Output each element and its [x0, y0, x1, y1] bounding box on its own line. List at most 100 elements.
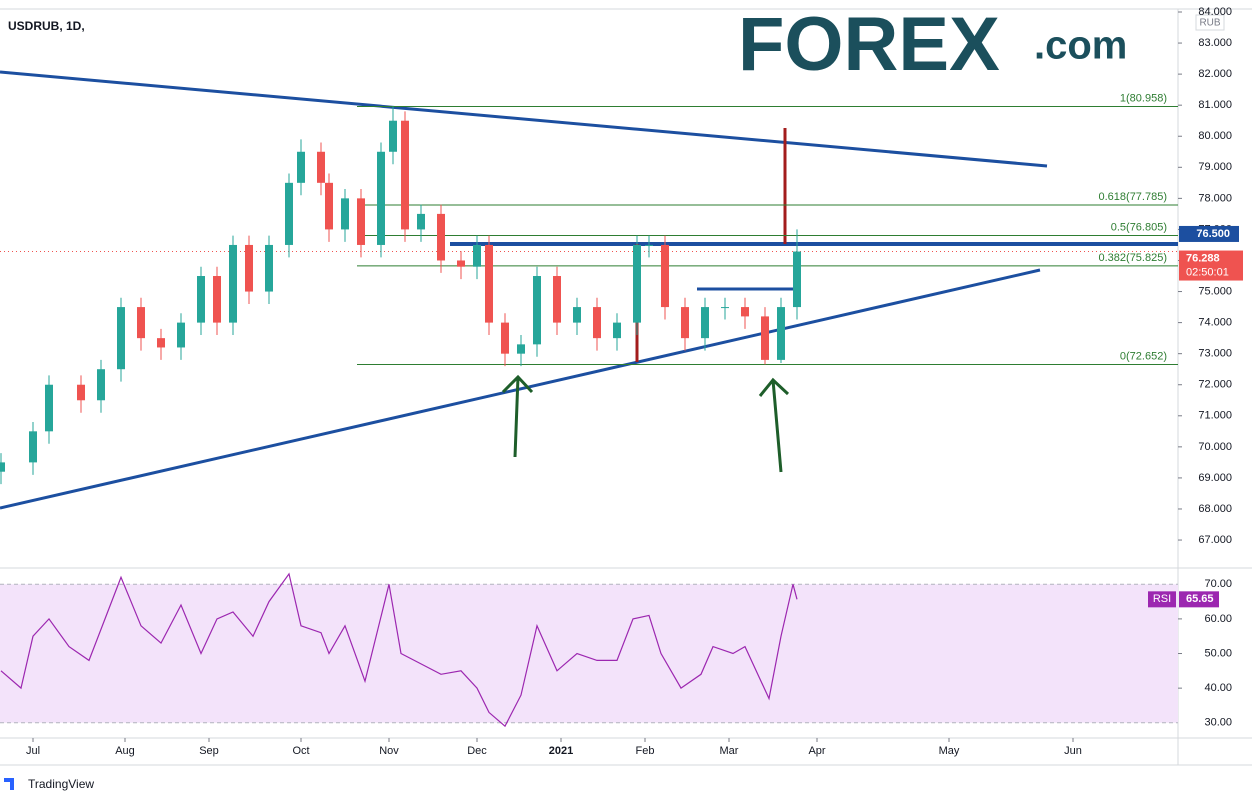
- candle-body: [721, 307, 729, 309]
- candle-body: [777, 307, 785, 360]
- x-tick-label: Feb: [636, 745, 655, 757]
- logo-brand: FOREX: [738, 2, 1000, 87]
- candle-body: [341, 198, 349, 230]
- candle-body: [213, 276, 221, 323]
- rsi-name-box: [1148, 591, 1176, 608]
- y-tick-label: 79.000: [1198, 161, 1232, 173]
- candle-body: [761, 316, 769, 360]
- candle-body: [613, 322, 621, 339]
- currency: RUB: [1199, 18, 1220, 29]
- rsi-name: RSI: [1153, 593, 1171, 605]
- candle-body: [485, 244, 493, 323]
- y-tick-label: 81.000: [1198, 99, 1232, 111]
- y-tick-label: 80.000: [1198, 130, 1232, 142]
- rsi-line: [0, 572, 798, 728]
- y-tick-label: 71.000: [1198, 410, 1232, 422]
- candle-body: [317, 151, 325, 183]
- candle-body: [573, 307, 581, 323]
- rsi-tick-label: 60.00: [1204, 613, 1232, 625]
- symbol: USDRUB, 1D,: [8, 19, 85, 33]
- x-tick-label: Sep: [199, 745, 219, 757]
- fib-label: 1(80.958): [1120, 92, 1167, 104]
- candle-body: [701, 307, 709, 339]
- candle-body: [437, 213, 445, 261]
- candle-body: [645, 244, 653, 246]
- y-tick-label: 74.000: [1198, 317, 1232, 329]
- candle-body: [661, 244, 669, 308]
- candle-body: [357, 198, 365, 245]
- x-tick-label: Mar: [720, 745, 739, 757]
- y-tick-label: 72.000: [1198, 379, 1232, 391]
- trend-line: [0, 268, 1041, 510]
- rsi-tick-label: 40.00: [1204, 682, 1232, 694]
- annotations: [0, 70, 1178, 510]
- candle-body: [401, 120, 409, 230]
- fib-label: 0(72.652): [1120, 350, 1167, 362]
- y-tick-label: 69.000: [1198, 472, 1232, 484]
- candle-body: [285, 182, 293, 245]
- candle-body: [117, 307, 125, 370]
- x-tick-label: Jul: [26, 745, 40, 757]
- candle-body: [377, 151, 385, 245]
- rsi-tick-label: 50.00: [1204, 647, 1232, 659]
- candle-body: [265, 244, 273, 292]
- rsi-band: [0, 584, 1178, 723]
- candle-body: [97, 369, 105, 401]
- y-tick-label: 68.000: [1198, 503, 1232, 515]
- currency-box: [1195, 14, 1225, 31]
- level-tag-box: [1179, 225, 1239, 242]
- candle-body: [197, 276, 205, 323]
- candle-body: [593, 307, 601, 339]
- candle-body: [417, 213, 425, 230]
- candle-body: [533, 276, 541, 345]
- x-tick-label: Aug: [115, 745, 135, 757]
- candle-body: [741, 307, 749, 317]
- candle-body: [29, 431, 37, 463]
- candle-body: [77, 384, 85, 401]
- x-tick-label: Dec: [467, 745, 487, 757]
- price-tag: 76.288: [1186, 252, 1220, 264]
- candle-body: [501, 322, 509, 354]
- y-tick-label: 83.000: [1198, 37, 1232, 49]
- candle-body: [473, 244, 481, 267]
- rsi-tick-label: 70.00: [1204, 578, 1232, 590]
- footer-brand: TradingView: [28, 777, 94, 791]
- fib-label: 0.5(76.805): [1111, 221, 1167, 233]
- rsi-tick-label: 30.00: [1204, 717, 1232, 729]
- arrow: [758, 377, 790, 473]
- candle-body: [177, 322, 185, 348]
- rsi-tag: 65.65: [1186, 593, 1214, 605]
- logo-suffix: .com: [1034, 24, 1127, 68]
- candle-body: [157, 338, 165, 348]
- fib-label: 0.618(77.785): [1099, 191, 1168, 203]
- y-tick-label: 70.000: [1198, 441, 1232, 453]
- x-tick-label: Oct: [292, 745, 309, 757]
- x-tick-label: Jun: [1064, 745, 1082, 757]
- fib-label: 0.382(75.825): [1099, 252, 1168, 264]
- y-tick-label: 75.000: [1198, 285, 1232, 297]
- candle-body: [325, 182, 333, 230]
- y-tick-label: 78.000: [1198, 192, 1232, 204]
- x-tick-label: Nov: [379, 745, 399, 757]
- rsi-tag-box: [1179, 591, 1219, 608]
- level-tag: 76.500: [1196, 228, 1230, 240]
- candle-body: [553, 276, 561, 323]
- candle-body: [297, 151, 305, 183]
- arrow: [501, 374, 534, 458]
- candle-body: [457, 260, 465, 267]
- candle-body: [229, 244, 237, 323]
- price-tag-box: [1179, 250, 1243, 281]
- candle-body: [633, 244, 641, 323]
- candle-body: [45, 384, 53, 432]
- y-tick-label: 73.000: [1198, 348, 1232, 360]
- x-tick-label: May: [939, 745, 960, 757]
- y-tick-label: 67.000: [1198, 534, 1232, 546]
- countdown: 02:50:01: [1186, 266, 1229, 278]
- candle-body: [137, 307, 145, 339]
- candle-body: [681, 307, 689, 339]
- y-tick-label: 84.000: [1198, 6, 1232, 18]
- x-tick-label: Apr: [808, 745, 825, 757]
- x-tick-label: 2021: [549, 745, 573, 757]
- trend-line: [0, 70, 1048, 168]
